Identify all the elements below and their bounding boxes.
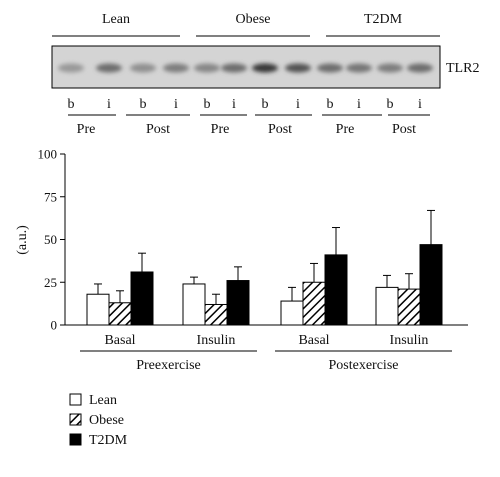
blot-phase-label-pre: Pre xyxy=(336,122,355,137)
y-tick-label: 25 xyxy=(44,275,57,290)
legend-label-obese: Obese xyxy=(89,413,124,428)
blot-band xyxy=(58,63,84,73)
y-tick-label: 50 xyxy=(44,232,57,247)
blot-phase-label-pre: Pre xyxy=(211,122,230,137)
legend-label-t2dm: T2DM xyxy=(89,433,128,448)
bar-lean xyxy=(182,283,206,326)
blot-band xyxy=(252,63,278,73)
blot-phase-labels: Pre Post Pre Post Pre Post xyxy=(68,114,430,137)
y-axis: 0 25 50 75 100 xyxy=(38,147,66,333)
bar-obese xyxy=(204,303,228,326)
x-category-label: Basal xyxy=(298,333,329,348)
blot-phase-label-pre: Pre xyxy=(77,122,96,137)
blot-phase-label-post: Post xyxy=(146,122,170,137)
blot-lane-label: b xyxy=(387,97,394,112)
blot-band xyxy=(407,63,433,73)
legend-swatch-t2dm xyxy=(69,433,82,446)
blot-lane-label: i xyxy=(418,97,422,112)
blot-lane-label: i xyxy=(232,97,236,112)
y-tick-label: 75 xyxy=(44,189,57,204)
bar-t2dm xyxy=(130,271,154,326)
blot-group-label-t2dm: T2DM xyxy=(364,12,403,27)
blot-bands xyxy=(58,63,433,73)
bar-t2dm xyxy=(226,280,250,326)
x-category-label: Insulin xyxy=(197,333,236,348)
y-tick-label: 100 xyxy=(38,147,58,162)
blot-group-label-lean: Lean xyxy=(102,12,130,27)
legend-swatch-obese xyxy=(69,413,82,426)
blot-band xyxy=(163,63,189,73)
blot-lane-label: i xyxy=(174,97,178,112)
blot-lane-label: b xyxy=(68,97,75,112)
blot-lane-label: b xyxy=(262,97,269,112)
bar-obese xyxy=(108,302,132,326)
bar-lean xyxy=(280,300,304,326)
blot-band xyxy=(130,63,156,73)
blot-band xyxy=(221,63,247,73)
blot-band xyxy=(96,63,122,73)
legend-swatch-lean xyxy=(69,393,82,406)
y-axis-label: (a.u.) xyxy=(15,225,30,255)
bar-obese xyxy=(302,281,326,326)
blot-lane-label: i xyxy=(107,97,111,112)
x-category-label: Insulin xyxy=(390,333,429,348)
y-tick-label: 0 xyxy=(51,318,58,333)
blot-band xyxy=(346,63,372,73)
x-group-label: Preexercise xyxy=(136,358,201,373)
bars xyxy=(86,209,443,326)
bar-obese xyxy=(397,288,421,326)
bar-lean xyxy=(86,293,110,326)
x-category-label: Basal xyxy=(104,333,135,348)
blot-protein-label: TLR2 xyxy=(446,61,479,76)
blot-lane-label: b xyxy=(327,97,334,112)
bar-lean xyxy=(375,286,399,326)
blot-lane-label: i xyxy=(357,97,361,112)
blot-lane-label: b xyxy=(140,97,147,112)
blot-phase-label-post: Post xyxy=(392,122,416,137)
blot-band xyxy=(194,63,220,73)
bar-chart: (a.u.) 0 25 50 75 100 Basal Insulin Basal Insul… xyxy=(15,147,468,373)
legend-label-lean: Lean xyxy=(89,393,117,408)
x-axis: Basal Insulin Basal Insulin Preexercise Poste… xyxy=(65,324,468,373)
blot-group-label-obese: Obese xyxy=(236,12,271,27)
blot-phase-label-post: Post xyxy=(268,122,292,137)
blot-band xyxy=(285,63,311,73)
bar-t2dm xyxy=(324,254,348,326)
x-group-label: Postexercise xyxy=(329,358,399,373)
blot-lane-label: i xyxy=(296,97,300,112)
legend: Lean Obese T2DM xyxy=(69,393,128,448)
blot-lane-label: b xyxy=(204,97,211,112)
bar-t2dm xyxy=(419,244,443,326)
blot-band xyxy=(377,63,403,73)
blot-group-labels: Lean Obese T2DM xyxy=(52,12,440,37)
blot-band xyxy=(317,63,343,73)
